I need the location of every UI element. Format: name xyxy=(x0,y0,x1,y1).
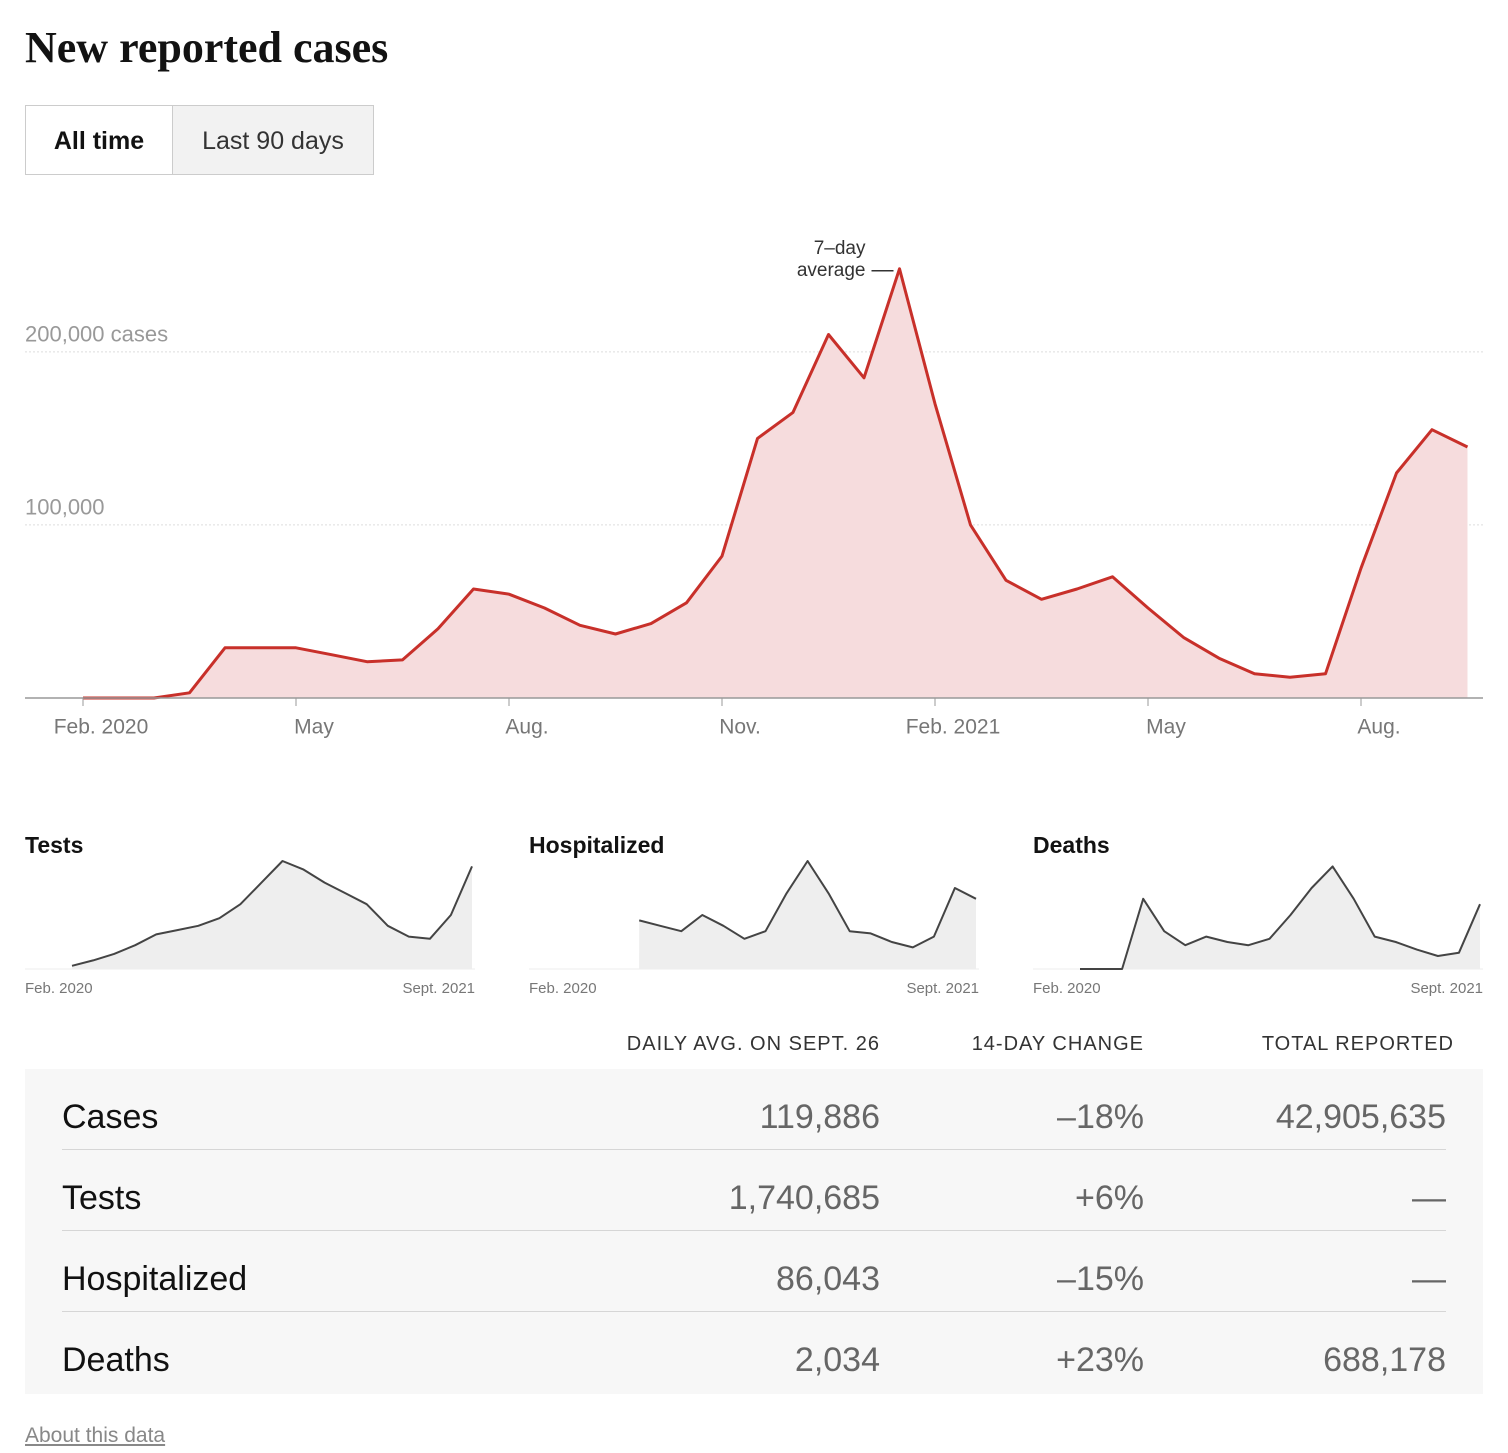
col-header: DAILY AVG. ON SEPT. 26 xyxy=(626,1033,880,1055)
row-label: Hospitalized xyxy=(62,1260,248,1298)
cell: 688,178 xyxy=(1323,1341,1446,1379)
x-tick-label: Aug. xyxy=(1357,716,1400,739)
x-label: Sept. 2021 xyxy=(402,980,475,997)
tab-last-90[interactable]: Last 90 days xyxy=(172,105,374,175)
table xyxy=(25,1069,1483,1394)
line xyxy=(71,860,473,967)
cell: — xyxy=(1412,1260,1446,1298)
cell: 119,886 xyxy=(759,1098,880,1136)
y-tick-label: 200,000 cases xyxy=(25,322,168,347)
row-separator xyxy=(62,1311,1446,1312)
area-fill xyxy=(639,861,976,969)
x-tick-label: May xyxy=(1146,716,1186,739)
cell: –18% xyxy=(1057,1098,1144,1136)
main-chart: 100,000 200,000 cases Feb. 2020 May Aug. Nov.… xyxy=(25,238,1483,739)
line xyxy=(638,860,977,949)
x-label: Feb. 2020 xyxy=(25,980,93,997)
x-label: Sept. 2021 xyxy=(1410,980,1483,997)
x-tick-label: Aug. xyxy=(505,716,548,739)
y-tick-label: 100,000 xyxy=(25,495,105,520)
sparkline-title: Deaths xyxy=(1033,832,1110,858)
line xyxy=(1080,865,1481,970)
row-separator xyxy=(62,1230,1446,1231)
x-tick-label: Feb. 2020 xyxy=(54,716,149,739)
line xyxy=(83,267,1469,700)
area-fill xyxy=(1080,866,1480,969)
col-header: 14-DAY CHANGE xyxy=(971,1033,1144,1055)
page-title: New reported cases xyxy=(25,23,389,72)
annotation: 7–day xyxy=(814,238,866,259)
area-fill xyxy=(72,861,472,969)
cell: 1,740,685 xyxy=(728,1179,880,1217)
row-label: Cases xyxy=(62,1098,159,1136)
area-fill xyxy=(83,268,1468,698)
sparkline: Tests Feb. 2020 Sept. 2021 xyxy=(25,832,475,997)
col-header: TOTAL REPORTED xyxy=(1261,1033,1454,1055)
annotation: average xyxy=(797,260,866,281)
x-label: Feb. 2020 xyxy=(1033,980,1101,997)
cell: — xyxy=(1412,1179,1446,1217)
x-label: Feb. 2020 xyxy=(529,980,597,997)
sparkline: Hospitalized Feb. 2020 Sept. 2021 xyxy=(529,832,979,997)
x-tick-label: May xyxy=(294,716,334,739)
sparkline-title: Tests xyxy=(25,832,83,858)
row-label: Tests xyxy=(62,1179,142,1217)
x-tick-label: Feb. 2021 xyxy=(906,716,1001,739)
cell: 86,043 xyxy=(776,1260,880,1298)
cell: –15% xyxy=(1057,1260,1144,1298)
cell: 2,034 xyxy=(794,1341,880,1379)
x-label: Sept. 2021 xyxy=(906,980,979,997)
cell: 42,905,635 xyxy=(1275,1098,1446,1136)
about-link[interactable]: About this data xyxy=(25,1424,166,1447)
row-label: Deaths xyxy=(62,1341,170,1379)
cell: +6% xyxy=(1075,1179,1144,1217)
sparkline: Deaths Feb. 2020 Sept. 2021 xyxy=(1033,832,1483,997)
cell: +23% xyxy=(1056,1341,1144,1379)
row-separator xyxy=(62,1149,1446,1150)
sparkline-title: Hospitalized xyxy=(529,832,664,858)
tab-all-time[interactable]: All time xyxy=(25,105,173,175)
x-tick-label: Nov. xyxy=(719,716,761,739)
